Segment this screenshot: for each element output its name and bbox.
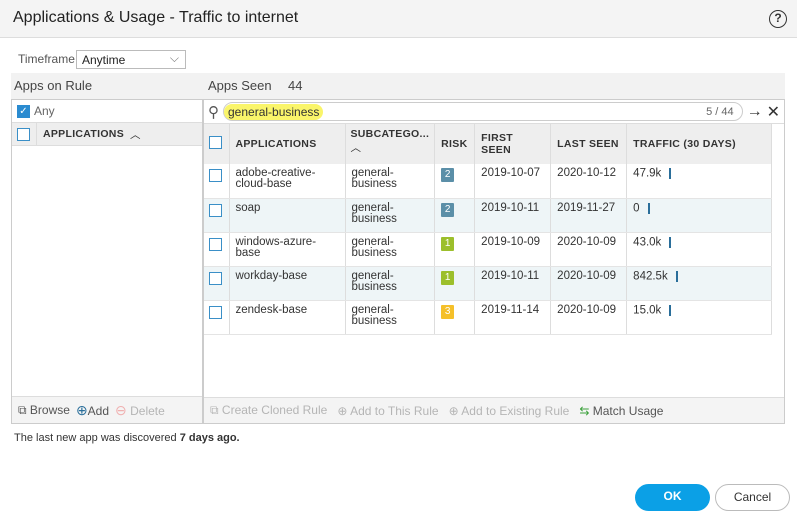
table-row[interactable]: windows-azure-base general-business 1 20… (204, 232, 772, 267)
column-applications[interactable]: APPLICATIONS (43, 128, 124, 140)
swap-arrows-icon: ⇆ (579, 403, 590, 418)
traffic-bar (669, 236, 672, 248)
risk-badge: 1 (441, 270, 455, 285)
traffic-value: 842.5k (633, 270, 668, 283)
column-last-seen[interactable]: LAST SEEN (550, 124, 628, 164)
subcategory: general-business (345, 266, 436, 301)
risk-badge: 2 (441, 202, 455, 217)
search-icon: ⚲ (208, 103, 219, 121)
title-bar (0, 0, 797, 38)
browse-icon: ⧉ (18, 402, 27, 417)
traffic-bar (675, 270, 678, 282)
risk-badge: 1 (441, 236, 455, 251)
apps-seen-title: Apps Seen (208, 78, 272, 93)
risk-badge: 3 (441, 304, 455, 319)
first-seen: 2019-11-14 (474, 300, 552, 335)
subcategory: general-business (345, 164, 436, 199)
column-first-seen[interactable]: FIRST SEEN (474, 124, 552, 164)
column-traffic[interactable]: TRAFFIC (30 DAYS) (626, 124, 772, 164)
traffic-value: 0 (633, 202, 640, 215)
table-row[interactable]: zendesk-base general-business 3 2019-11-… (204, 300, 772, 335)
row-checkbox[interactable] (209, 237, 222, 251)
first-seen: 2019-10-11 (474, 198, 552, 233)
last-seen: 2020-10-09 (550, 232, 628, 267)
plus-circle-icon: ⊕ (337, 403, 348, 418)
column-applications[interactable]: APPLICATIONS (229, 124, 346, 164)
table-row[interactable]: adobe-creative-cloud-base general-busine… (204, 164, 772, 199)
row-checkbox[interactable] (209, 203, 222, 217)
ok-button[interactable]: OK (635, 484, 710, 511)
chevron-down-icon: ⌵ (169, 51, 179, 65)
last-seen: 2020-10-09 (550, 300, 628, 335)
column-subcategory[interactable]: SUBCATEGO... ︿ (345, 124, 436, 164)
app-name: adobe-creative-cloud-base (229, 164, 346, 199)
minus-circle-icon: ⊖ (115, 401, 127, 418)
timeframe-value: Anytime (82, 53, 126, 67)
traffic-bar (647, 202, 650, 214)
subcategory: general-business (345, 300, 436, 335)
table-row[interactable]: workday-base general-business 1 2019-10-… (204, 266, 772, 301)
row-checkbox[interactable] (209, 169, 222, 182)
search-match-count: 5 / 44 (706, 105, 734, 118)
app-name: windows-azure-base (229, 232, 346, 267)
any-checkbox[interactable]: ✓ (17, 104, 30, 118)
footer-status: The last new app was discovered 7 days a… (14, 432, 240, 444)
first-seen: 2019-10-09 (474, 232, 552, 267)
first-seen: 2019-10-07 (474, 164, 552, 199)
section-header (11, 73, 785, 99)
apps-seen-panel: ⚲ general-business 5 / 44 → ✕ APPLICATIO… (203, 99, 785, 424)
match-usage-button[interactable]: ⇆ Match Usage (579, 403, 664, 418)
any-label: Any (34, 104, 55, 118)
delete-button[interactable]: ⊖ Delete (115, 401, 165, 418)
apps-on-rule-panel: ✓ Any APPLICATIONS ︿ ⧉ Browse ⊕Add ⊖ Del… (11, 99, 203, 424)
add-button[interactable]: ⊕Add (75, 401, 110, 418)
app-name: workday-base (229, 266, 346, 301)
app-name: zendesk-base (229, 300, 346, 335)
select-all-checkbox[interactable] (17, 127, 30, 141)
row-checkbox[interactable] (209, 271, 222, 285)
clone-icon: ⧉ (210, 403, 219, 417)
apps-seen-count: 44 (288, 78, 303, 93)
table-row[interactable]: soap general-business 2 2019-10-11 2019-… (204, 198, 772, 233)
row-checkbox[interactable] (209, 305, 222, 319)
add-to-this-rule-button[interactable]: ⊕ Add to This Rule (337, 403, 439, 418)
create-cloned-rule-button[interactable]: ⧉ Create Cloned Rule (210, 403, 328, 417)
traffic-value: 47.9k (633, 167, 662, 180)
select-all-checkbox[interactable] (209, 136, 222, 149)
next-arrow-icon[interactable]: → (746, 102, 763, 120)
first-seen: 2019-10-11 (474, 266, 552, 301)
plus-circle-icon: ⊕ (448, 403, 459, 418)
search-input[interactable]: general-business 5 / 44 (223, 102, 743, 121)
traffic-value: 43.0k (633, 236, 662, 249)
traffic-bar (669, 304, 672, 316)
timeframe-label: Timeframe (18, 52, 75, 66)
column-risk[interactable]: RISK (434, 124, 476, 164)
apps-seen-table: APPLICATIONS SUBCATEGO... ︿ RISK FIRST SE… (204, 124, 772, 335)
subcategory: general-business (345, 232, 436, 267)
add-to-existing-rule-button[interactable]: ⊕ Add to Existing Rule (448, 403, 570, 418)
risk-badge: 2 (441, 168, 455, 182)
sort-up-icon: ︿ (350, 142, 362, 154)
plus-circle-icon: ⊕ (75, 401, 88, 418)
browse-button[interactable]: ⧉ Browse (18, 402, 70, 417)
apps-on-rule-title: Apps on Rule (14, 78, 93, 93)
traffic-value: 15.0k (633, 304, 662, 317)
dialog-title: Applications & Usage - Traffic to intern… (13, 9, 299, 26)
last-seen: 2020-10-12 (550, 164, 628, 199)
subcategory: general-business (345, 198, 436, 233)
close-icon[interactable]: ✕ (766, 103, 780, 121)
sort-up-icon[interactable]: ︿ (130, 128, 141, 141)
traffic-bar (669, 168, 672, 179)
last-seen: 2020-10-09 (550, 266, 628, 301)
help-icon[interactable]: ? (769, 10, 787, 28)
app-name: soap (229, 198, 346, 233)
cancel-button[interactable]: Cancel (715, 484, 790, 511)
search-value: general-business (224, 103, 324, 120)
last-seen: 2019-11-27 (550, 198, 628, 233)
timeframe-select[interactable]: Anytime ⌵ (76, 50, 186, 69)
